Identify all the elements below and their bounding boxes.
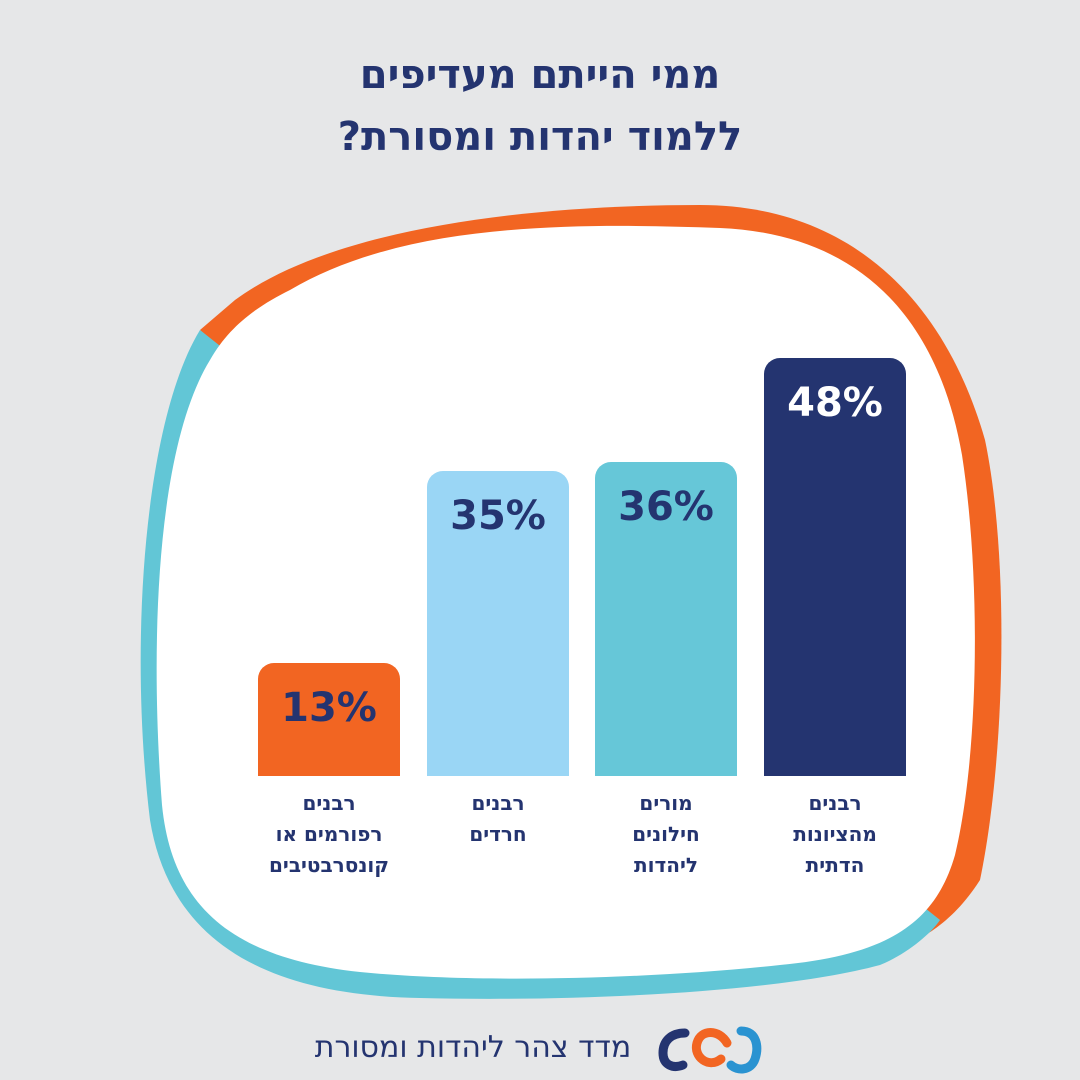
category-label-line: מורים [639,791,693,815]
bar-value-label: 48% [787,380,883,426]
bar-1: 13% [258,663,400,776]
bar-3: 36% [595,462,737,776]
bar-2: 35% [427,471,569,776]
category-label-line: מהציונות [793,822,877,846]
category-label-3: מורים חילונים ליהדות [591,788,741,881]
category-label-line: הדתית [805,853,865,877]
category-label-line: רפורמים או [275,822,383,846]
mashav-logo-icon [658,1026,762,1074]
category-label-line: חילונים [632,822,700,846]
footer-text: מדד צהר ליהדות ומסורת [314,1029,632,1065]
category-label-4: רבנים מהציונות הדתית [760,788,910,881]
category-label-line: רבנים [302,791,356,815]
category-label-line: חרדים [469,822,527,846]
footer: מדד צהר ליהדות ומסורת [0,1018,1080,1076]
title-line-2: ללמוד יהדות ומסורת? [337,114,743,160]
category-label-line: רבנים [471,791,525,815]
title-line-1: ממי הייתם מעדיפים [359,52,721,98]
chart-title: ממי הייתם מעדיפים ללמוד יהדות ומסורת? [0,44,1080,168]
bar-4: 48% [764,358,906,776]
category-label-line: רבנים [808,791,862,815]
bar-value-label: 35% [450,493,546,539]
category-label-2: רבנים חרדים [423,788,573,850]
bar-value-label: 13% [281,685,377,731]
category-label-line: קונסרבטיבים [269,853,389,877]
category-label-line: ליהדות [633,853,698,877]
category-label-1: רבנים רפורמים או קונסרבטיבים [254,788,404,881]
bar-value-label: 36% [618,484,714,530]
